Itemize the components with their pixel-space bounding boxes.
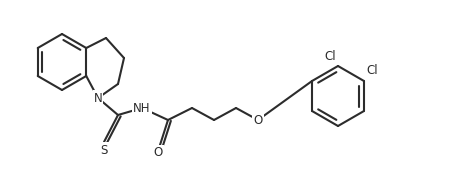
Text: Cl: Cl xyxy=(324,50,335,63)
Text: N: N xyxy=(94,92,102,104)
Text: O: O xyxy=(153,146,162,160)
Text: S: S xyxy=(100,143,107,156)
Text: Cl: Cl xyxy=(365,65,377,78)
Text: O: O xyxy=(253,113,262,127)
Text: NH: NH xyxy=(133,102,150,114)
